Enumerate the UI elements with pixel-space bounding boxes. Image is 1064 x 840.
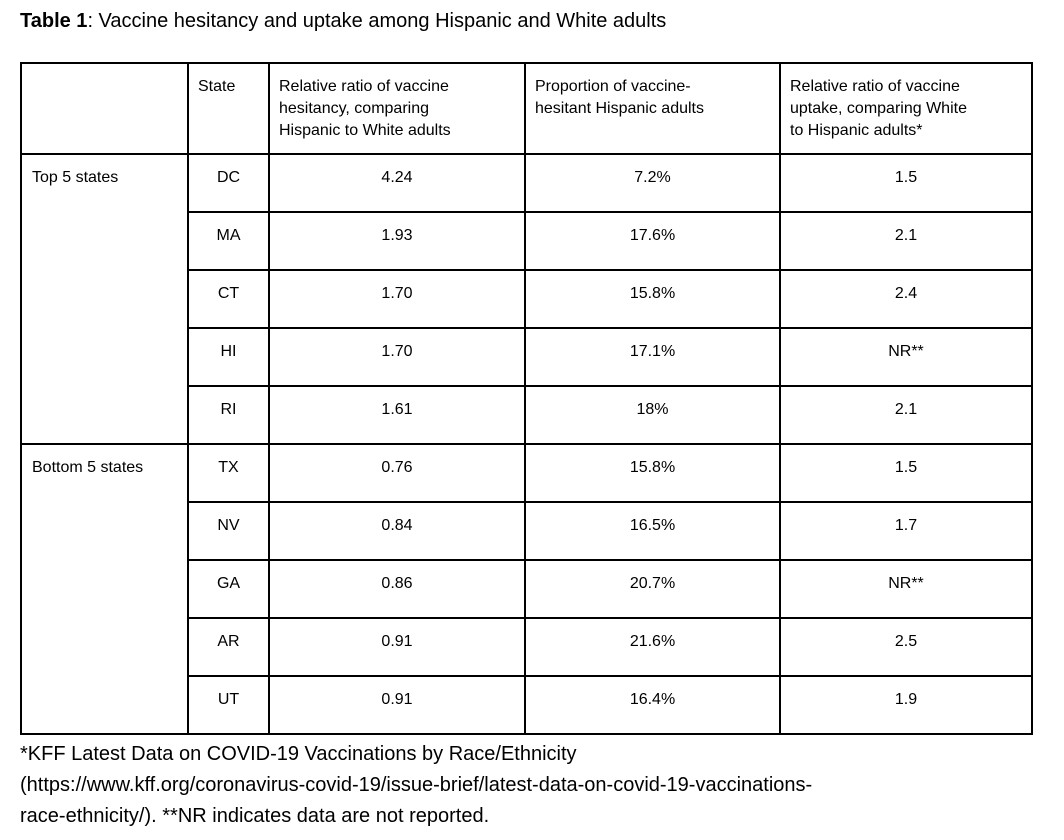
state-cell: TX — [187, 443, 270, 503]
hesitant-proportion-cell: 20.7% — [524, 559, 781, 619]
state-cell: AR — [187, 617, 270, 677]
hesitant-proportion-cell: 15.8% — [524, 443, 781, 503]
table-row-dc: Top 5 states DC 4.24 7.2% 1.5 — [20, 153, 1033, 445]
table-row-hi: HI 1.70 17.1% NR** — [21, 327, 1033, 387]
table-caption-number: Table 1 — [20, 10, 88, 32]
header-uptake-ratio: Relative ratio of vaccine uptake, compar… — [779, 62, 1033, 155]
vaccine-table: State Relative ratio of vaccine hesitanc… — [20, 62, 1033, 735]
uptake-ratio-cell: 2.4 — [779, 269, 1033, 329]
hesitant-proportion-cell: 17.1% — [524, 327, 781, 387]
header-hesitant-proportion: Proportion of vaccine- hesitant Hispanic… — [524, 62, 781, 155]
hesitant-proportion-cell: 16.5% — [524, 501, 781, 561]
hesitancy-ratio-cell: 1.70 — [268, 269, 526, 329]
state-cell: RI — [187, 385, 270, 445]
table-caption-title: : Vaccine hesitancy and uptake among His… — [87, 10, 667, 32]
hesitancy-ratio-cell: 1.93 — [268, 211, 526, 271]
hesitant-proportion-cell: 17.6% — [524, 211, 781, 271]
footnote: *KFF Latest Data on COVID-19 Vaccination… — [20, 743, 813, 827]
uptake-ratio-cell: 2.1 — [779, 211, 1033, 271]
table-row-nv: NV 0.84 16.5% 1.7 — [21, 501, 1033, 561]
table-row-ga: GA 0.86 20.7% NR** — [21, 559, 1033, 619]
state-cell: MA — [187, 211, 270, 271]
table-row-tx: Bottom 5 states TX 0.76 15.8% 1.5 — [20, 443, 1033, 735]
hesitancy-ratio-cell: 0.84 — [268, 501, 526, 561]
hesitant-proportion-cell: 7.2% — [524, 153, 781, 213]
uptake-ratio-cell: NR** — [779, 559, 1033, 619]
uptake-ratio-cell: 2.5 — [779, 617, 1033, 677]
hesitant-proportion-cell: 16.4% — [524, 675, 781, 735]
hesitant-proportion-cell: 18% — [524, 385, 781, 445]
hesitancy-ratio-cell: 1.70 — [268, 327, 526, 387]
uptake-ratio-cell: 1.7 — [779, 501, 1033, 561]
uptake-ratio-cell: 2.1 — [779, 385, 1033, 445]
table-row-ma: MA 1.93 17.6% 2.1 — [21, 211, 1033, 271]
hesitant-proportion-cell: 15.8% — [524, 269, 781, 329]
state-cell: UT — [187, 675, 270, 735]
hesitancy-ratio-cell: 4.24 — [268, 153, 526, 213]
uptake-ratio-cell: 1.9 — [779, 675, 1033, 735]
table-row-ar: AR 0.91 21.6% 2.5 — [21, 617, 1033, 677]
state-cell: CT — [187, 269, 270, 329]
state-cell: NV — [187, 501, 270, 561]
state-cell: GA — [187, 559, 270, 619]
hesitant-proportion-cell: 21.6% — [524, 617, 781, 677]
hesitancy-ratio-cell: 0.91 — [268, 617, 526, 677]
group-label-bottom5: Bottom 5 states — [20, 443, 189, 735]
uptake-ratio-cell: 1.5 — [779, 153, 1033, 213]
uptake-ratio-cell: 1.5 — [779, 443, 1033, 503]
table-caption: Table 1: Vaccine hesitancy and uptake am… — [20, 9, 1064, 33]
uptake-ratio-cell: NR** — [779, 327, 1033, 387]
header-state: State — [187, 62, 270, 155]
group-label-top5: Top 5 states — [20, 153, 189, 445]
header-row: State Relative ratio of vaccine hesitanc… — [20, 62, 1033, 155]
header-hesitancy-ratio: Relative ratio of vaccine hesitancy, com… — [268, 62, 526, 155]
table-row-ct: CT 1.70 15.8% 2.4 — [21, 269, 1033, 329]
hesitancy-ratio-cell: 0.91 — [268, 675, 526, 735]
hesitancy-ratio-cell: 0.76 — [268, 443, 526, 503]
header-group-empty — [20, 62, 189, 155]
hesitancy-ratio-cell: 1.61 — [268, 385, 526, 445]
state-cell: DC — [187, 153, 270, 213]
table-row-ri: RI 1.61 18% 2.1 — [21, 385, 1033, 445]
hesitancy-ratio-cell: 0.86 — [268, 559, 526, 619]
state-cell: HI — [187, 327, 270, 387]
table-row-ut: UT 0.91 16.4% 1.9 — [21, 675, 1033, 735]
